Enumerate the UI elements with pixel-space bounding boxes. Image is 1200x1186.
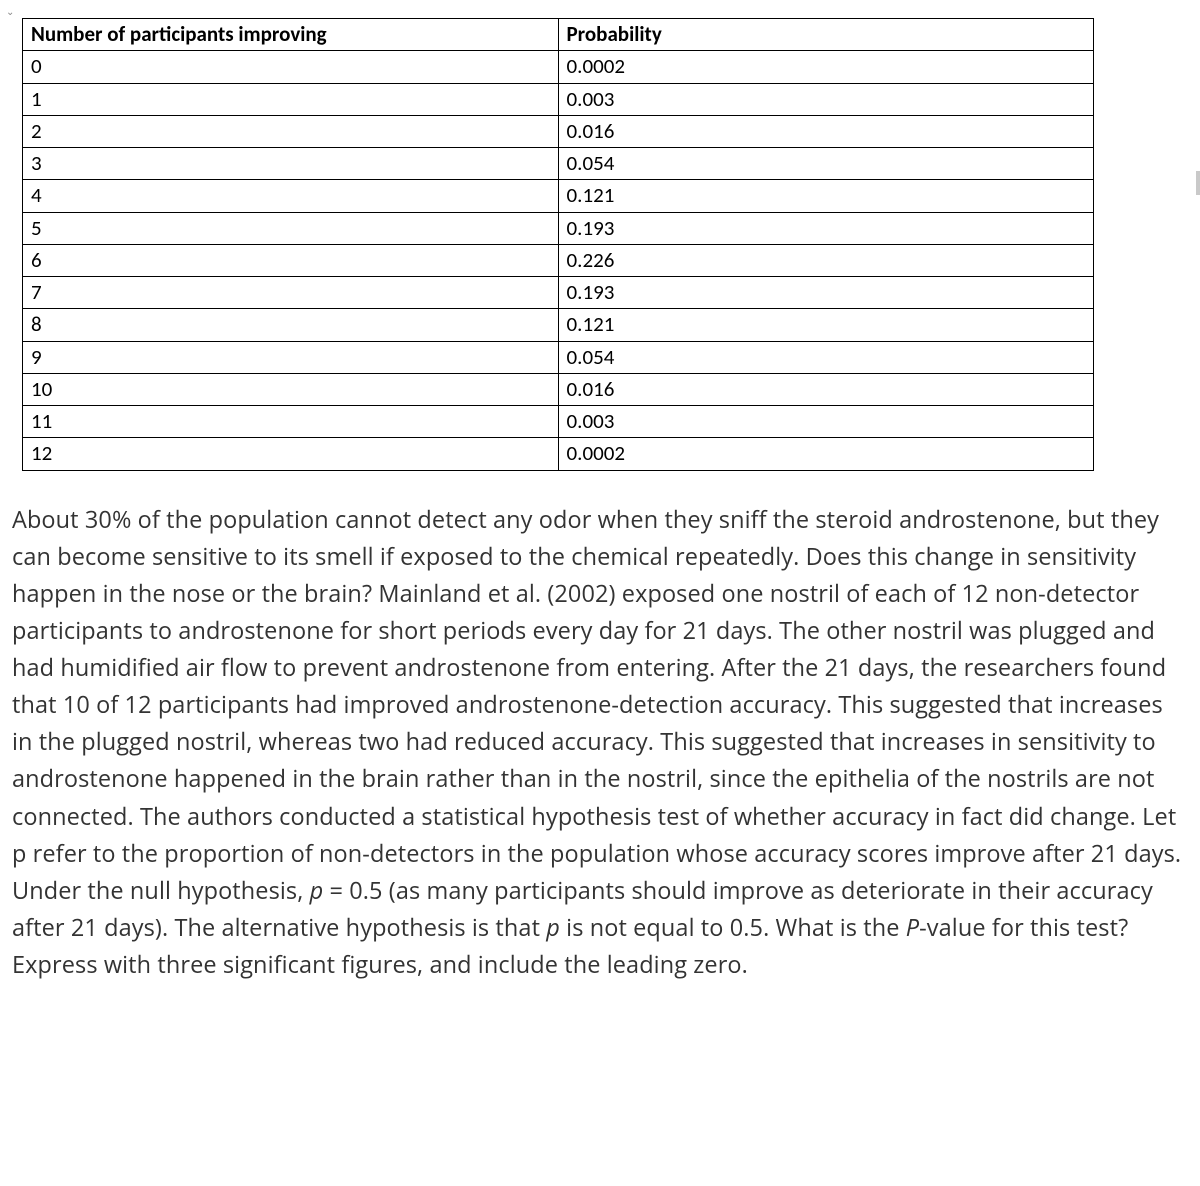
cell-p: 0.121 — [558, 180, 1094, 212]
table-row: 70.193 — [23, 277, 1094, 309]
cell-p: 0.003 — [558, 406, 1094, 438]
scroll-indicator — [1196, 171, 1200, 195]
question-paragraph: About 30% of the population cannot detec… — [8, 501, 1192, 984]
cell-p: 0.121 — [558, 309, 1094, 341]
cell-n: 7 — [23, 277, 559, 309]
cursor-indicator: ⌄ — [6, 6, 14, 16]
table-row: 10.003 — [23, 83, 1094, 115]
cell-p: 0.0002 — [558, 438, 1094, 470]
cell-p: 0.226 — [558, 244, 1094, 276]
cell-n: 11 — [23, 406, 559, 438]
cell-n: 9 — [23, 341, 559, 373]
cell-n: 12 — [23, 438, 559, 470]
table-row: 20.016 — [23, 115, 1094, 147]
table-row: 110.003 — [23, 406, 1094, 438]
table-row: 30.054 — [23, 148, 1094, 180]
cell-p: 0.193 — [558, 212, 1094, 244]
table-header-row: Number of participants improving Probabi… — [23, 19, 1094, 51]
cell-n: 3 — [23, 148, 559, 180]
cell-n: 0 — [23, 51, 559, 83]
cell-p: 0.0002 — [558, 51, 1094, 83]
cell-p: 0.016 — [558, 115, 1094, 147]
col-header-probability: Probability — [558, 19, 1094, 51]
cell-n: 8 — [23, 309, 559, 341]
table-row: 80.121 — [23, 309, 1094, 341]
table-row: 60.226 — [23, 244, 1094, 276]
cell-n: 10 — [23, 373, 559, 405]
table-row: 100.016 — [23, 373, 1094, 405]
table-row: 120.0002 — [23, 438, 1094, 470]
table-body: 00.0002 10.003 20.016 30.054 40.121 50.1… — [23, 51, 1094, 470]
table-row: 40.121 — [23, 180, 1094, 212]
cell-n: 5 — [23, 212, 559, 244]
italic-text: p — [546, 911, 560, 943]
body-text-span: is not equal to 0.5. What is the — [560, 911, 906, 943]
cell-n: 1 — [23, 83, 559, 115]
italic-text: p — [310, 874, 324, 906]
cell-n: 6 — [23, 244, 559, 276]
cell-p: 0.054 — [558, 341, 1094, 373]
probability-table: Number of participants improving Probabi… — [22, 18, 1094, 471]
cell-n: 4 — [23, 180, 559, 212]
cell-n: 2 — [23, 115, 559, 147]
table-row: 00.0002 — [23, 51, 1094, 83]
table-row: 50.193 — [23, 212, 1094, 244]
italic-text: P — [906, 911, 919, 943]
cell-p: 0.016 — [558, 373, 1094, 405]
body-text-span: About 30% of the population cannot detec… — [12, 503, 1181, 906]
col-header-participants: Number of participants improving — [23, 19, 559, 51]
cell-p: 0.003 — [558, 83, 1094, 115]
cell-p: 0.193 — [558, 277, 1094, 309]
table-row: 90.054 — [23, 341, 1094, 373]
cell-p: 0.054 — [558, 148, 1094, 180]
